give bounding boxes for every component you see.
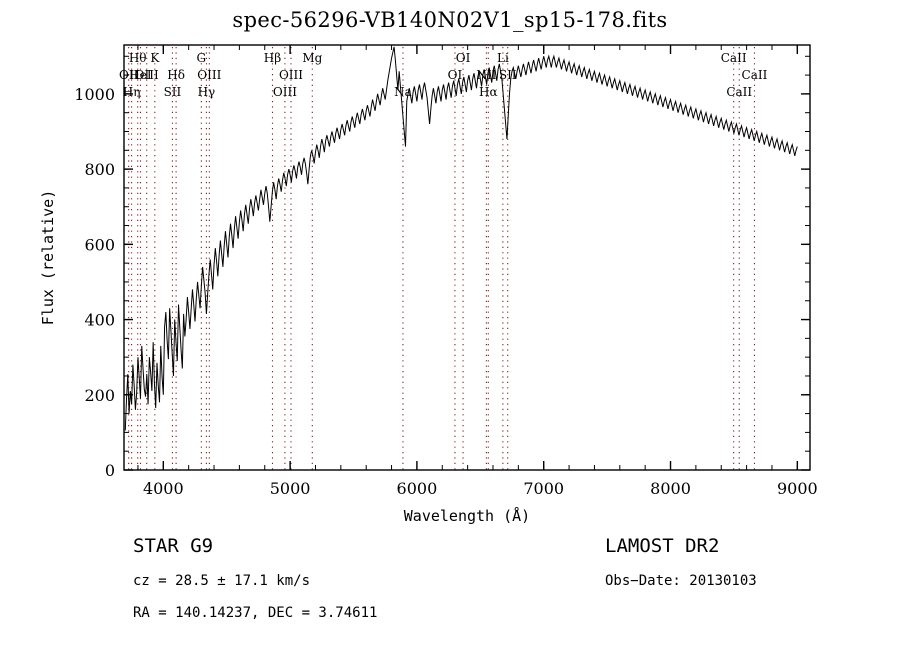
spectral-line-label: K xyxy=(150,51,160,65)
spectral-line-label: Li xyxy=(497,51,509,65)
x-tick-label: 8000 xyxy=(650,479,691,498)
spectral-line-label: OIII xyxy=(273,85,297,99)
spectral-line-label: G xyxy=(197,51,207,65)
y-tick-label: 200 xyxy=(84,386,115,405)
y-tick-label: 600 xyxy=(84,235,115,254)
spectral-line-label: Na xyxy=(394,85,412,99)
x-tick-label: 4000 xyxy=(143,479,184,498)
x-tick-label: 7000 xyxy=(523,479,564,498)
spectral-line-label: SII xyxy=(499,68,517,82)
spectral-line-label: Hθ xyxy=(129,51,147,65)
spectral-line-label: Hδ xyxy=(167,68,185,82)
survey-label: LAMOST DR2 xyxy=(605,535,720,557)
y-tick-label: 800 xyxy=(84,160,115,179)
spectral-line-label: OIII xyxy=(279,68,303,82)
y-tick-label: 400 xyxy=(84,311,115,330)
plot-frame xyxy=(123,44,811,471)
spectral-line-label: OIII xyxy=(197,68,221,82)
x-tick-label: 5000 xyxy=(270,479,311,498)
spectral-line-label: HeI xyxy=(129,68,152,82)
spectrum-trace xyxy=(124,46,798,431)
spectral-line-label: CaII xyxy=(742,68,768,82)
spectral-line-label: OI xyxy=(448,68,463,82)
y-tick-label: 1000 xyxy=(74,85,115,104)
spectral-line-label: SII xyxy=(164,85,182,99)
spectral-line-label: CaII xyxy=(721,51,747,65)
spectral-line-label: CaII xyxy=(726,85,752,99)
spectral-line-label: NII xyxy=(476,68,496,82)
metadata-block: STAR G9 cz = 28.5 ± 17.1 km/s RA = 140.1… xyxy=(0,535,900,645)
page-title: spec-56296-VB140N02V1_sp15-178.fits xyxy=(232,8,668,32)
coordinates-label: RA = 140.14237, DEC = 3.74611 xyxy=(133,605,378,621)
spectral-line-label: Hα xyxy=(479,85,498,99)
spectral-line-label: OI xyxy=(456,51,471,65)
redshift-velocity-label: cz = 28.5 ± 17.1 km/s xyxy=(133,573,311,589)
y-axis-title: Flux (relative) xyxy=(39,190,57,325)
spectral-line-label: OIII xyxy=(135,68,159,82)
spectral-line-label: Mg xyxy=(302,51,322,65)
y-tick-label: 0 xyxy=(105,461,115,480)
spectral-line-label: Hη xyxy=(123,85,141,99)
x-axis-title: Wavelength (Å) xyxy=(404,506,530,525)
spectral-line-label: Hγ xyxy=(198,85,216,99)
x-tick-label: 9000 xyxy=(777,479,818,498)
obs-date-label: Obs−Date: 20130103 xyxy=(605,573,757,589)
star-class-label: STAR G9 xyxy=(133,535,214,557)
spectral-line-label: Hβ xyxy=(264,51,281,65)
spectral-line-label: OII xyxy=(119,68,139,82)
x-tick-label: 6000 xyxy=(397,479,438,498)
